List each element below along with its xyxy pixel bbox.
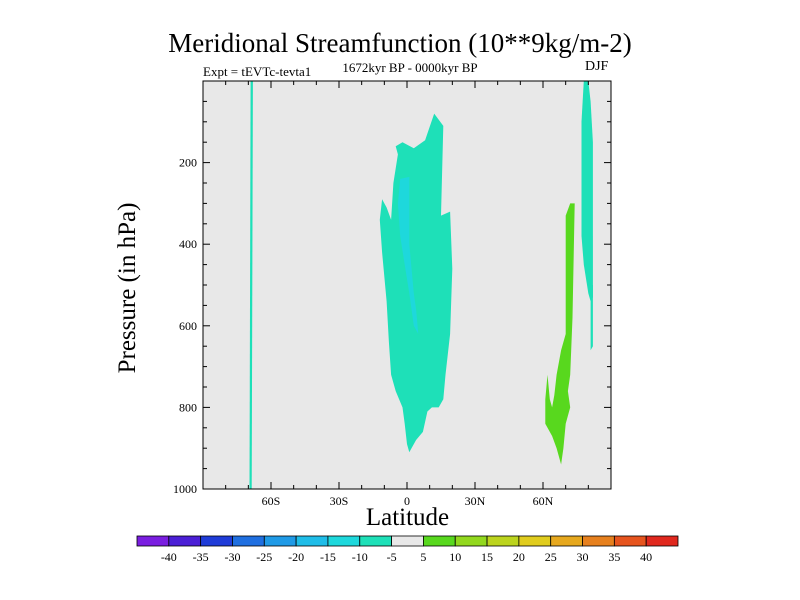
x-axis: 60S 30S 0 30N 60N xyxy=(202,81,612,508)
x-tick-label: 60S xyxy=(262,494,281,508)
northern-subtropical-cell xyxy=(545,203,575,465)
y-tick-label: 600 xyxy=(179,319,197,333)
y-tick-label: 1000 xyxy=(173,482,197,496)
y-axis: 200 400 600 800 1000 xyxy=(173,80,611,496)
colorbar-label: -20 xyxy=(288,550,304,564)
colorbar-label: 15 xyxy=(481,550,493,564)
colorbar-label: 20 xyxy=(513,550,525,564)
colorbar-swatch xyxy=(200,535,233,547)
x-tick-label: 0 xyxy=(404,494,410,508)
colorbar-swatch xyxy=(136,535,170,547)
tropical-cell-outer xyxy=(379,113,453,453)
colorbar-swatch xyxy=(391,535,424,547)
colorbar-swatch xyxy=(582,535,615,547)
colorbar-label: 40 xyxy=(640,550,652,564)
colorbar-label: -35 xyxy=(193,550,209,564)
colorbar-label: -5 xyxy=(387,550,397,564)
colorbar-label: 10 xyxy=(449,550,461,564)
x-tick-label: 30N xyxy=(465,494,486,508)
colorbar-swatch xyxy=(518,535,552,547)
colorbar-swatch xyxy=(327,535,361,547)
y-tick-label: 400 xyxy=(179,237,197,251)
colorbar-label: 30 xyxy=(577,550,589,564)
northern-high-latitude-cell xyxy=(581,81,593,302)
colorbar-label: 35 xyxy=(608,550,620,564)
plot-area xyxy=(202,80,612,490)
colorbar-swatch xyxy=(263,535,297,547)
x-tick-label: 60N xyxy=(533,494,554,508)
colorbar-label: -10 xyxy=(352,550,368,564)
southern-high-latitude-cell xyxy=(249,81,253,489)
colorbar-swatch xyxy=(645,535,679,547)
x-tick-label: 30S xyxy=(330,494,349,508)
northern-high-latitude-cell-tail xyxy=(590,285,593,351)
y-tick-label: 800 xyxy=(179,400,197,414)
colorbar-label: 5 xyxy=(420,550,426,564)
colorbar-swatch xyxy=(613,535,647,547)
colorbar-label: -15 xyxy=(320,550,336,564)
colorbar-label: -25 xyxy=(256,550,272,564)
colorbar-swatch xyxy=(295,535,329,547)
colorbar-swatch xyxy=(423,535,456,547)
colorbar-label: 25 xyxy=(545,550,557,564)
y-tick-label: 200 xyxy=(179,156,197,170)
colorbar-swatch xyxy=(168,535,202,547)
chart-subtitle: 1672kyr BP - 0000kyr BP xyxy=(342,60,478,75)
colorbar-label: -30 xyxy=(224,550,240,564)
tropical-cell-inner xyxy=(397,176,419,334)
colorbar-label: -40 xyxy=(161,550,177,564)
chart-title: Meridional Streamfunction (10**9kg/m-2) xyxy=(168,28,632,58)
season-label: DJF xyxy=(585,59,609,74)
colorbar-swatch xyxy=(454,535,488,547)
colorbar-swatch xyxy=(359,535,392,547)
experiment-label: Expt = tEVTc-tevta1 xyxy=(203,64,312,79)
colorbar: -40 -35 -30 -25 -20 -15 -10 -5 5 10 15 20 25 30 35 40 xyxy=(136,535,679,564)
x-axis-label: Latitude xyxy=(365,504,450,531)
colorbar-swatch xyxy=(232,535,265,547)
colorbar-swatch xyxy=(486,535,520,547)
colorbar-swatch xyxy=(550,535,583,547)
